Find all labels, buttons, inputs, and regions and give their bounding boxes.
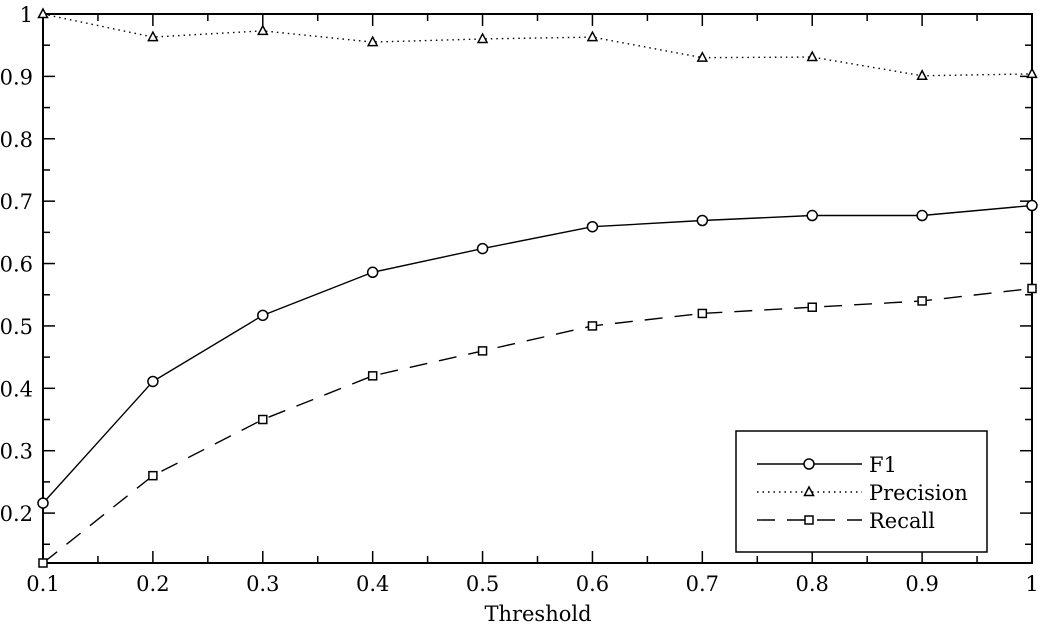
f1-point (586, 220, 599, 233)
y-tick-label: 1 (20, 3, 33, 27)
y-tick-label: 0.6 (0, 253, 33, 277)
legend-precision-marker (803, 485, 815, 497)
x-tick-label: 0.9 (905, 572, 938, 596)
recall-point (38, 558, 48, 568)
precision-point (37, 7, 49, 19)
recall-point (148, 470, 158, 481)
f1-point (1026, 199, 1038, 212)
precision-point (1026, 67, 1038, 79)
y-tick-label: 0.8 (0, 128, 33, 152)
f1-point (147, 375, 159, 388)
legend-f1-label: F1 (869, 453, 897, 477)
y-tick-label: 0.3 (0, 440, 33, 464)
precision-point (806, 50, 818, 62)
legend-precision-label: Precision (869, 481, 968, 505)
y-tick-label: 0.5 (0, 315, 33, 339)
precision-point (366, 35, 379, 47)
legend: F1 Precision Recall (735, 430, 988, 553)
series-f1 (37, 199, 1038, 509)
precision-point (147, 30, 159, 42)
precision-point (586, 30, 599, 42)
precision-point (476, 32, 489, 44)
f1-point (366, 266, 379, 279)
x-tick-label: 0.5 (466, 572, 499, 596)
legend-f1-marker (803, 458, 815, 470)
f1-line (42, 204, 1033, 504)
f1-point (37, 497, 49, 509)
x-tick-label: 0.7 (686, 572, 719, 596)
x-tick-label: 0.1 (26, 572, 59, 596)
ticks: 0.1 0.2 0.3 0.4 0.5 0.6 0.7 0.8 0.9 1 0.2 0.3 0.4 0.5… (0, 3, 1039, 596)
y-tick-label: 0.2 (0, 502, 33, 526)
f1-point (476, 242, 489, 255)
series-recall (38, 283, 1037, 568)
precision-point (257, 24, 269, 36)
recall-point (258, 414, 268, 425)
recall-point (807, 302, 817, 312)
f1-point (806, 209, 818, 222)
f1-point (696, 214, 709, 227)
precision-line (42, 13, 1033, 77)
x-tick-label: 0.4 (356, 572, 389, 596)
f1-point (916, 209, 928, 222)
recall-line (42, 287, 1033, 564)
recall-point (367, 371, 378, 381)
y-tick-label: 0.7 (0, 190, 33, 214)
f1-point (257, 309, 269, 322)
precision-point (916, 69, 928, 81)
legend-recall-marker (804, 515, 814, 525)
series-group (37, 7, 1038, 568)
y-tick-label: 0.9 (0, 65, 33, 89)
x-axis-label: Threshold (484, 602, 591, 626)
x-tick-label: 0.6 (576, 572, 609, 596)
recall-point (477, 346, 488, 356)
x-tick-label: 0.3 (246, 572, 279, 596)
recall-point (697, 308, 708, 319)
y-tick-label: 0.4 (0, 377, 33, 401)
recall-point (1027, 283, 1037, 294)
legend-recall-label: Recall (869, 509, 935, 533)
precision-point (696, 51, 709, 62)
recall-point (587, 321, 598, 331)
x-tick-label: 0.8 (796, 572, 829, 596)
x-tick-label: 1 (1025, 572, 1038, 596)
series-precision (37, 7, 1038, 81)
recall-point (917, 296, 927, 306)
x-tick-label: 0.2 (136, 572, 169, 596)
